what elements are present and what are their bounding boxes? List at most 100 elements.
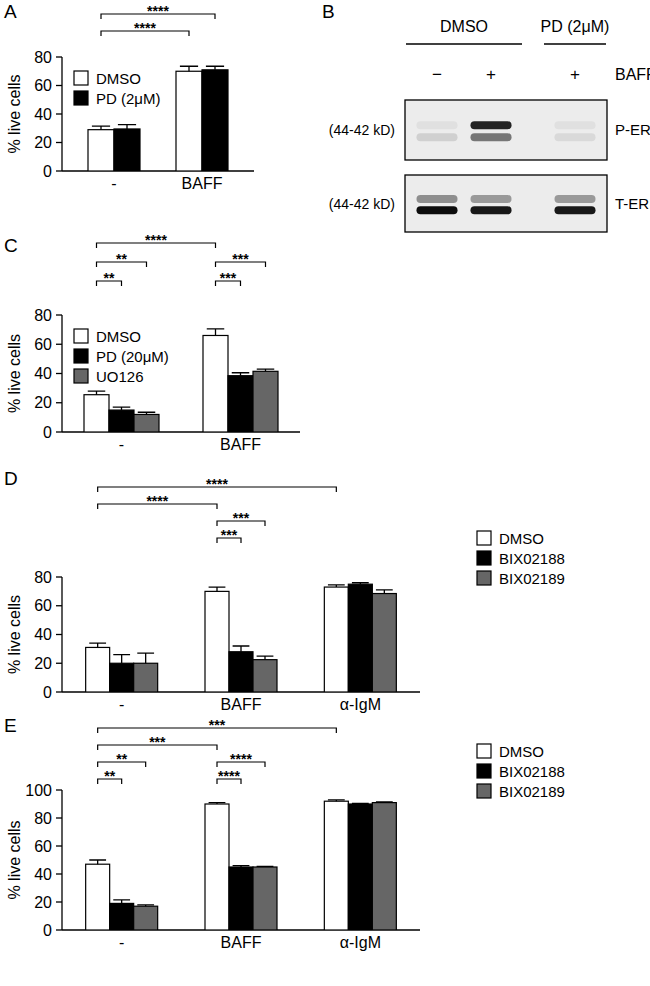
blot-band	[470, 195, 511, 203]
x-tick-label: -	[119, 934, 124, 951]
y-tick-label: 0	[43, 163, 52, 180]
bar	[253, 867, 277, 930]
legend-label: BIX02188	[499, 763, 565, 780]
bar	[84, 395, 109, 432]
y-tick-label: 0	[43, 922, 52, 939]
bar	[176, 71, 202, 171]
significance-label: ***	[149, 734, 166, 750]
lane-label: −	[432, 65, 442, 84]
y-tick-label: 40	[34, 866, 52, 883]
significance-label: ***	[209, 717, 226, 733]
blot-band	[470, 133, 511, 141]
row-label: BAFF	[615, 66, 650, 83]
bar	[134, 663, 158, 692]
blot-membrane	[405, 100, 607, 160]
bar	[253, 371, 278, 432]
bar	[229, 652, 253, 692]
y-tick	[56, 431, 62, 432]
error-bar	[352, 803, 369, 805]
significance-label: ***	[220, 270, 237, 286]
bar	[110, 663, 134, 692]
y-tick-label: 100	[25, 782, 52, 799]
figure: A 0 20 40 60 80 % live cells - BAFF DMSO PD (2μM) *…	[0, 0, 650, 986]
blot-band	[416, 133, 457, 141]
y-tick	[56, 634, 62, 635]
blot-size-label: (44-42 kD)	[329, 196, 395, 212]
legend-label: UO126	[96, 368, 144, 385]
bar	[205, 591, 229, 692]
significance-label: **	[116, 751, 127, 767]
y-axis-label: % live cells	[6, 820, 23, 899]
error-bar	[138, 412, 156, 414]
y-tick	[56, 817, 62, 818]
bar	[324, 587, 348, 692]
legend-label: BIX02188	[499, 550, 565, 567]
y-tick-label: 80	[34, 810, 52, 827]
blot-name-label: T-ERK1/2	[615, 195, 650, 212]
bar	[205, 804, 229, 930]
blot-band	[470, 206, 511, 214]
y-tick-label: 60	[34, 336, 52, 353]
y-tick	[56, 142, 62, 143]
y-tick	[56, 845, 62, 846]
y-tick-label: 40	[34, 626, 52, 643]
error-bar	[233, 866, 250, 867]
legend-label: PD (2μM)	[96, 90, 160, 107]
legend-swatch	[74, 71, 88, 85]
significance-label: ****	[147, 3, 169, 19]
bar	[134, 414, 159, 432]
blot-panel: BDMSOPD (2μM)−++BAFF(44-42 kD)P-ERK1/2(4…	[322, 1, 650, 232]
bar	[109, 410, 134, 432]
error-bar	[92, 126, 110, 130]
y-tick-label: 20	[34, 655, 52, 672]
y-tick-label: 0	[43, 424, 52, 441]
chart-panel: E020406080100% live cells-BAFFα-IgMDMSOB…	[4, 715, 565, 951]
error-bar	[137, 905, 154, 906]
significance-label: **	[104, 270, 115, 286]
lane-group-label: DMSO	[440, 18, 488, 35]
significance-label: ****	[206, 476, 228, 492]
legend-swatch	[477, 744, 491, 758]
blot-band	[554, 195, 595, 203]
significance-label: ****	[145, 232, 167, 248]
panel-label: B	[322, 1, 335, 22]
legend-swatch	[477, 764, 491, 778]
error-bar	[352, 583, 369, 584]
y-tick	[56, 901, 62, 902]
legend-label: DMSO	[96, 328, 141, 345]
error-bar	[88, 391, 106, 395]
marks	[86, 800, 397, 930]
panel-label: A	[4, 1, 17, 22]
legend-label: DMSO	[499, 743, 544, 760]
x-tick-label: -	[119, 436, 124, 453]
x-tick-label: BAFF	[182, 175, 223, 192]
error-bar	[328, 585, 345, 587]
y-tick	[56, 314, 62, 315]
x-tick-label: BAFF	[220, 436, 261, 453]
significance-label: ****	[146, 493, 168, 509]
legend-label: BIX02189	[499, 783, 565, 800]
panel-label: E	[4, 715, 17, 736]
lane-group-label: PD (2μM)	[541, 18, 610, 35]
blot-membrane	[405, 175, 607, 232]
y-tick-label: 40	[34, 365, 52, 382]
y-tick	[56, 691, 62, 692]
y-axis-label: % live cells	[6, 74, 23, 153]
x-tick-label: α-IgM	[340, 696, 381, 713]
error-bar	[328, 800, 345, 801]
error-bar	[233, 646, 250, 652]
error-bar	[257, 656, 274, 660]
y-tick	[56, 170, 62, 171]
bar	[348, 804, 372, 930]
error-bar	[118, 125, 136, 129]
legend-label: DMSO	[499, 530, 544, 547]
x-tick-label: α-IgM	[340, 934, 381, 951]
bar	[88, 130, 114, 171]
marks	[88, 66, 228, 171]
chart-panel: D020406080% live cells-BAFFα-IgMDMSOBIX0…	[4, 468, 565, 713]
y-tick-label: 60	[34, 597, 52, 614]
y-tick	[56, 373, 62, 374]
bar	[253, 660, 277, 692]
y-tick	[56, 85, 62, 86]
bar	[228, 376, 253, 432]
